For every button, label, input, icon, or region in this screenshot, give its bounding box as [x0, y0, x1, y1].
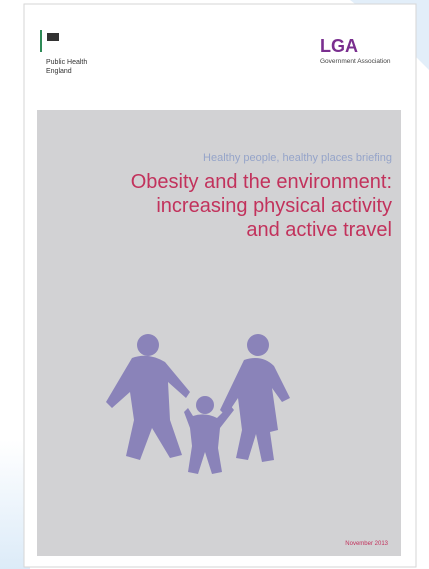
lga-caption: Government Association [320, 58, 391, 65]
cover-scene: Public Health England LGA Government Ass… [0, 0, 429, 569]
lga-logo: LGA [320, 36, 358, 56]
page: Public Health England LGA Government Ass… [0, 0, 429, 569]
title-line: and active travel [246, 219, 392, 241]
title-line: increasing physical activity [156, 195, 392, 217]
subtitle: Healthy people, healthy places briefing [203, 152, 392, 164]
logo-text: Public Health [46, 59, 87, 66]
date: November 2013 [345, 541, 388, 547]
crest [47, 33, 59, 41]
logo-bar [40, 30, 42, 52]
title-line: Obesity and the environment: [131, 171, 392, 193]
logo-text: England [46, 68, 72, 75]
